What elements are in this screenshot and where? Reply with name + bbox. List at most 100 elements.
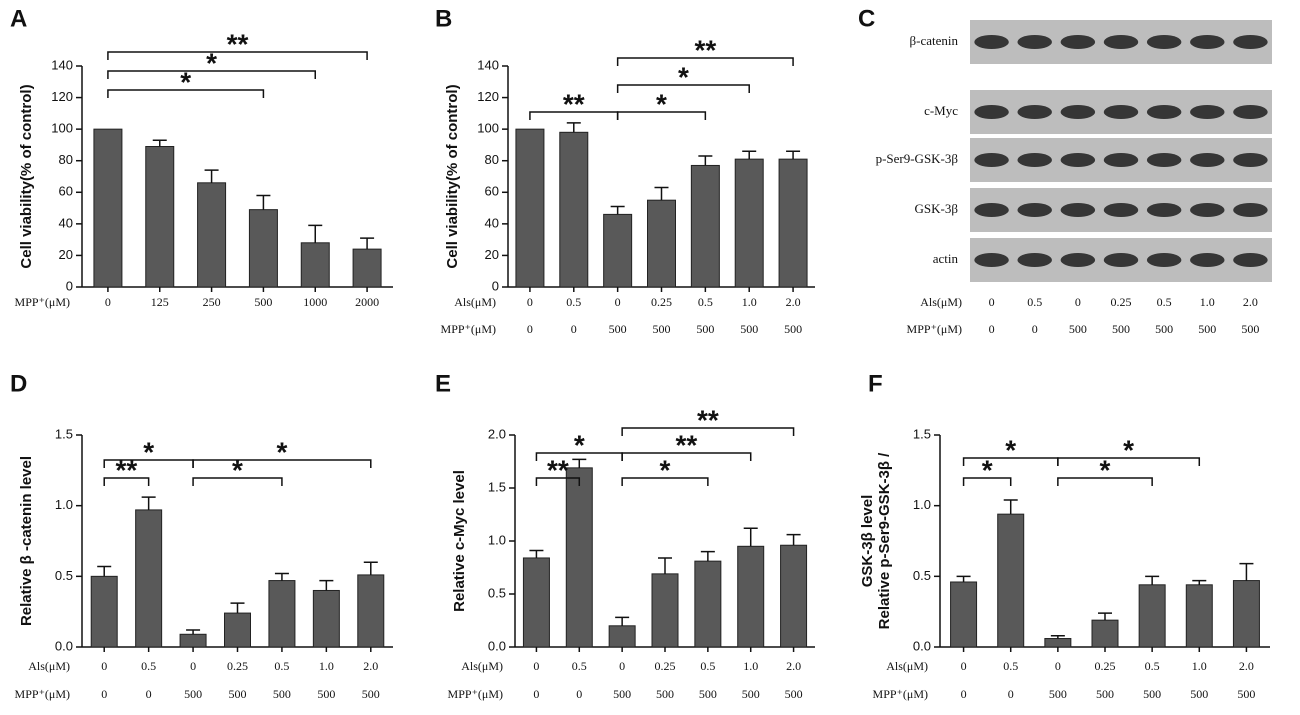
x-row-name: MPP⁺(μM) <box>15 295 70 309</box>
x-tick-label: 500 <box>254 295 272 309</box>
x-tick-label: 2.0 <box>363 659 378 673</box>
bar <box>1044 638 1072 648</box>
significance-label: * <box>1005 434 1016 465</box>
x-tick-label: 0 <box>533 659 539 673</box>
x-tick-label: 0.5 <box>141 659 156 673</box>
bar <box>1091 619 1119 648</box>
y-tick-label: 20 <box>485 247 499 262</box>
significance-label: ** <box>563 88 585 119</box>
blot-band <box>1146 253 1182 267</box>
x-tick-label: 0 <box>101 687 107 701</box>
y-tick-label: 0.5 <box>488 585 506 600</box>
x-tick-label: 500 <box>1241 322 1259 336</box>
blot-band <box>1190 153 1225 167</box>
blot-band <box>1233 105 1268 119</box>
x-tick-label: 0.5 <box>698 295 713 309</box>
bar <box>515 128 545 288</box>
x-tick-label: 0 <box>146 687 152 701</box>
bar <box>93 128 123 288</box>
significance-bracket <box>621 477 709 486</box>
significance-label: ** <box>547 454 569 485</box>
error-bar <box>363 561 378 575</box>
significance-label: ** <box>697 404 719 435</box>
significance-label: * <box>276 436 287 467</box>
x-tick-label: 0 <box>101 659 107 673</box>
y-tick-label: 40 <box>485 215 499 230</box>
error-bar <box>658 557 672 574</box>
bar <box>647 199 676 288</box>
blot-row-label: GSK-3β <box>915 201 959 216</box>
y-tick-label: 1.0 <box>55 497 73 512</box>
bar <box>559 131 589 288</box>
bar <box>300 242 330 288</box>
x-tick-label: 0 <box>989 322 995 336</box>
error-bar <box>360 237 375 250</box>
blot-row-label: p-Ser9-GSK-3β <box>876 151 959 166</box>
x-tick-label: 0 <box>533 687 539 701</box>
x-row-name: MPP⁺(μM) <box>907 322 962 336</box>
x-row-name: Als(μM) <box>461 659 503 673</box>
blot-band <box>1017 153 1052 167</box>
significance-bracket <box>616 111 707 120</box>
x-tick-label: 500 <box>1069 322 1087 336</box>
significance-bracket <box>192 459 372 468</box>
x-row-name: Als(μM) <box>454 295 496 309</box>
x-tick-label: 500 <box>613 687 631 701</box>
y-tick-label: 1.5 <box>913 426 931 441</box>
blot-row-label: actin <box>933 251 959 266</box>
x-tick-label: 2.0 <box>786 659 801 673</box>
blot-band <box>1017 203 1052 217</box>
x-tick-label: 500 <box>1112 322 1130 336</box>
significance-label: * <box>1100 454 1111 485</box>
significance-bracket <box>1057 477 1153 486</box>
panel-letter: F <box>868 370 883 397</box>
error-bar <box>743 527 758 547</box>
y-tick-label: 2.0 <box>488 426 506 441</box>
error-bar <box>230 602 245 614</box>
x-tick-label: 0.25 <box>227 659 248 673</box>
y-tick-label: 0.5 <box>55 568 73 583</box>
x-tick-label: 500 <box>1143 687 1161 701</box>
significance-bracket <box>535 477 581 486</box>
bar <box>603 213 633 288</box>
x-tick-label: 0.5 <box>1145 659 1160 673</box>
significance-label: * <box>232 454 243 485</box>
significance-label: ** <box>676 429 698 460</box>
x-tick-label: 500 <box>273 687 291 701</box>
blot-band <box>1233 203 1268 217</box>
y-tick-label: 0.0 <box>55 638 73 653</box>
x-tick-label: 0 <box>190 659 196 673</box>
y-tick-label: 100 <box>51 121 73 136</box>
x-tick-label: 1.0 <box>743 659 758 673</box>
x-tick-label: 500 <box>317 687 335 701</box>
blot-band <box>1190 105 1225 119</box>
blot-band <box>974 105 1009 119</box>
x-tick-label: 500 <box>656 687 674 701</box>
blot-band <box>1190 35 1225 49</box>
x-row-name: MPP⁺(μM) <box>15 687 70 701</box>
blot-band <box>1060 203 1096 217</box>
y-tick-label: 40 <box>59 215 73 230</box>
bar <box>737 545 765 648</box>
panel-letter: D <box>10 370 27 397</box>
y-axis-label: Cell viability(% of control) <box>18 84 35 268</box>
y-tick-label: 60 <box>59 184 73 199</box>
x-row-name: Als(μM) <box>28 659 70 673</box>
error-bar <box>308 224 323 243</box>
bar <box>357 574 385 648</box>
significance-label: * <box>143 436 154 467</box>
x-tick-label: 2.0 <box>786 295 801 309</box>
x-tick-label: 0.25 <box>1111 295 1132 309</box>
significance-bracket <box>192 477 283 486</box>
y-tick-label: 100 <box>477 121 499 136</box>
x-tick-label: 500 <box>1049 687 1067 701</box>
bar <box>1138 584 1166 648</box>
panel-letter: C <box>858 5 875 32</box>
x-tick-label: 0.5 <box>1003 659 1018 673</box>
y-tick-label: 0.0 <box>913 638 931 653</box>
x-tick-label: 0.25 <box>651 295 672 309</box>
bar <box>694 560 722 648</box>
x-tick-label: 500 <box>362 687 380 701</box>
y-tick-label: 140 <box>51 57 73 72</box>
x-tick-label: 0.5 <box>274 659 289 673</box>
